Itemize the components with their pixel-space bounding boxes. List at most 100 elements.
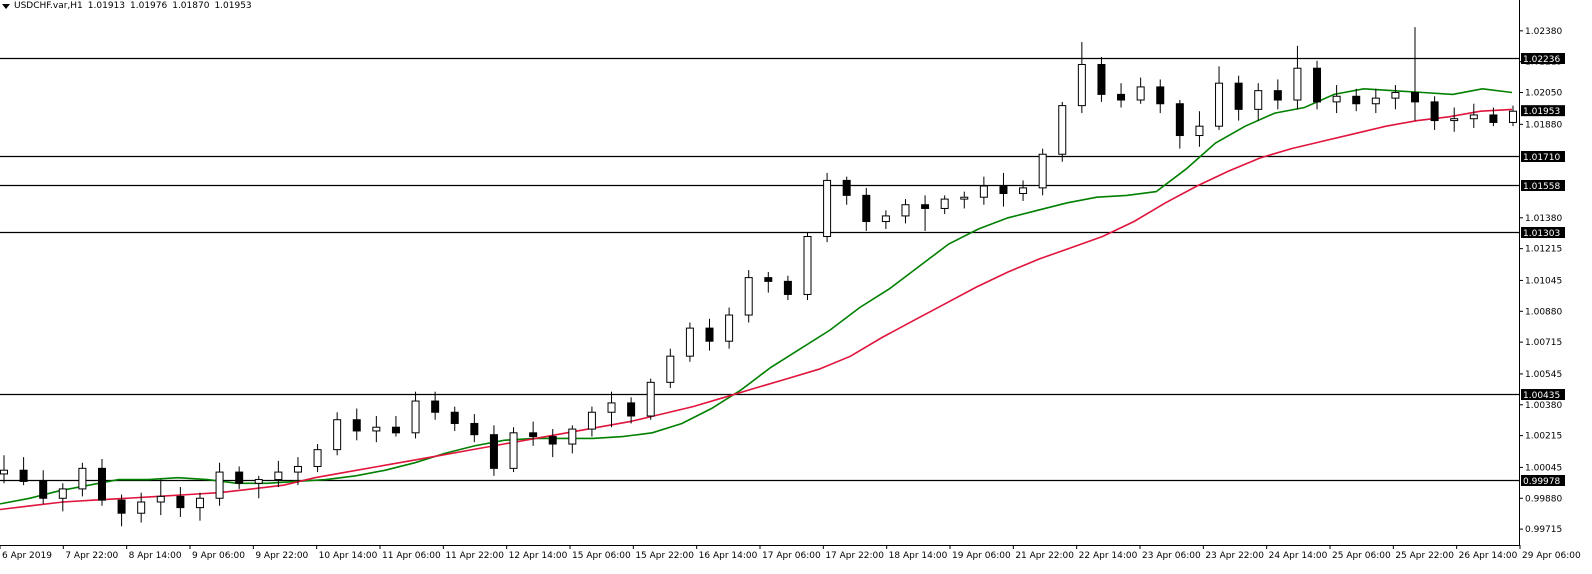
candle-body: [254, 479, 263, 484]
time-tick-label: 17 Apr 22:00: [825, 551, 884, 561]
time-tick-label: 16 Apr 14:00: [699, 551, 758, 561]
candle: [1332, 85, 1341, 114]
time-tick-label: 8 Apr 14:00: [129, 551, 182, 561]
level-price-box: [1521, 475, 1565, 486]
candle: [431, 391, 440, 420]
close-value: 1.01953: [214, 1, 252, 11]
candle-body: [19, 469, 28, 482]
candle: [607, 391, 616, 428]
current-price-box: [1521, 105, 1565, 117]
candle-body: [705, 327, 714, 342]
time-tick-label: 9 Apr 22:00: [255, 551, 308, 561]
time-tick-label: 6 Apr 2019: [2, 551, 52, 561]
candle-body: [1254, 90, 1263, 110]
candle-body: [1371, 97, 1380, 105]
candle-body: [1411, 92, 1420, 103]
candle-body: [744, 277, 753, 316]
candle-body: [78, 467, 87, 490]
candle-body: [1019, 187, 1028, 194]
candle: [1489, 107, 1498, 127]
candle: [1234, 75, 1243, 121]
candle-body: [176, 495, 185, 509]
time-tick-label: 15 Apr 06:00: [572, 551, 631, 561]
time-tick-label: 18 Apr 14:00: [889, 551, 948, 561]
candle-body: [1332, 95, 1341, 103]
candle: [489, 425, 498, 476]
candle: [783, 275, 792, 301]
candle: [509, 427, 518, 473]
candle-body: [921, 204, 930, 209]
level-price-label: 1.01558: [1523, 182, 1560, 192]
dropdown-triangle-icon[interactable]: [2, 3, 10, 9]
candle: [97, 458, 106, 506]
candle-body: [627, 402, 636, 417]
candle-body: [1077, 63, 1086, 107]
candle: [235, 466, 244, 489]
candle: [1411, 27, 1420, 121]
candle-body: [333, 419, 342, 451]
candle: [1450, 107, 1459, 132]
candle-body: [1156, 86, 1165, 105]
candle: [411, 391, 420, 439]
candle-body: [783, 280, 792, 295]
candle-body: [58, 488, 67, 499]
price-tick-label: 1.01880: [1525, 120, 1562, 130]
candle-body: [509, 432, 518, 469]
price-tick-label: 1.00545: [1525, 370, 1562, 380]
candle: [1077, 42, 1086, 114]
candle: [195, 492, 204, 521]
candle: [548, 429, 557, 458]
candle-body: [215, 471, 224, 499]
candle: [274, 460, 283, 488]
time-tick-label: 23 Apr 22:00: [1205, 551, 1264, 561]
candle: [1136, 77, 1145, 104]
candle-body: [372, 426, 381, 432]
candle-body: [1489, 114, 1498, 123]
candle: [940, 195, 949, 215]
candle-body: [195, 497, 204, 509]
candle-body: [823, 179, 832, 237]
time-axis: 6 Apr 2019 7 Apr 22:00 8 Apr 14:00 9 Apr 06…: [0, 545, 1581, 561]
candle-body: [1136, 86, 1145, 101]
candle-body: [862, 194, 871, 223]
candle: [1391, 85, 1400, 110]
candle-body: [1195, 125, 1204, 137]
candle: [1509, 105, 1517, 127]
candle-body: [529, 432, 538, 438]
candle-body: [1234, 82, 1243, 110]
time-tick-label: 11 Apr 22:00: [445, 551, 504, 561]
candle: [78, 462, 87, 497]
time-tick-label: 17 Apr 06:00: [762, 551, 821, 561]
candle: [450, 406, 459, 431]
candle: [979, 176, 988, 205]
candle-body: [293, 465, 302, 473]
candle-body: [979, 185, 988, 198]
candle: [1313, 60, 1322, 110]
candle: [137, 492, 146, 523]
price-scale: 1.023801.022151.020501.018801.013801.012…: [1519, 0, 1565, 546]
candle: [901, 199, 910, 224]
time-tick-label: 29 Apr 06:00: [1522, 551, 1581, 561]
candle-body: [725, 314, 734, 342]
level-price-box: [1521, 227, 1565, 238]
candle-body: [842, 179, 851, 196]
high-value: 1.01976: [130, 1, 168, 11]
level-price-label: 1.02236: [1523, 55, 1560, 65]
candle-body: [764, 277, 773, 282]
time-tick-label: 7 Apr 22:00: [65, 551, 118, 561]
candle-body: [235, 471, 244, 484]
candle-body: [666, 355, 675, 383]
candle-body: [352, 419, 361, 432]
candle-body: [1058, 105, 1067, 155]
candle-body: [803, 235, 812, 295]
low-value: 1.01870: [172, 1, 210, 11]
candle: [842, 176, 851, 205]
candle: [1273, 79, 1282, 110]
candle: [313, 444, 322, 473]
candle-body: [881, 215, 890, 223]
candle-body: [117, 499, 126, 514]
symbol-label: USDCHF.var,H1: [14, 1, 83, 11]
candle-body: [1117, 93, 1126, 101]
